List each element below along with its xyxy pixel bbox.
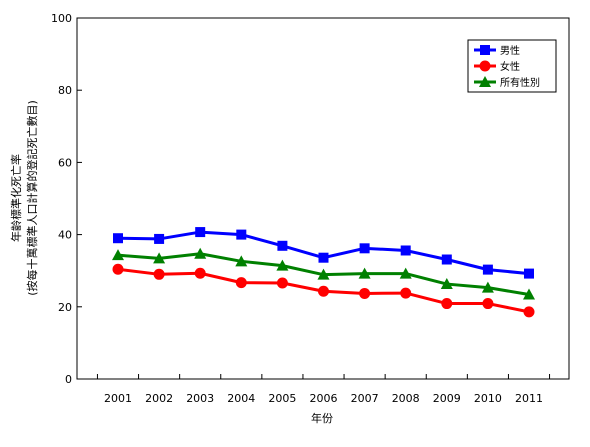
data-point [154,233,165,244]
legend-marker [479,76,491,87]
legend-marker [480,45,490,55]
data-point [235,277,247,289]
data-point [400,287,412,299]
series-layer [112,227,535,318]
data-point [276,277,288,289]
data-point [235,255,248,267]
legend-label: 所有性別 [500,76,540,89]
data-point [112,249,124,261]
data-point [481,281,494,293]
data-point [399,267,412,279]
y-tick-label: 80 [58,84,72,97]
y-axis-title-line-1: 年齡標準化死亡率 [9,154,23,242]
x-tick-label: 2001 [104,392,132,405]
data-point [153,252,166,264]
x-tick-label: 2011 [515,392,543,405]
data-point [400,245,411,256]
y-tick-labels: 0 20 40 60 80 100 [51,12,72,386]
legend-label: 女性 [500,60,520,73]
x-tick-label: 2002 [145,392,173,405]
data-point [194,267,206,279]
x-tick-label: 2010 [474,392,502,405]
x-tick-label: 2004 [227,392,255,405]
data-point [524,268,534,279]
data-point [317,268,330,280]
data-point [153,268,165,280]
data-point [440,278,453,290]
series-1 [113,227,534,279]
y-tick-label: 100 [51,12,72,25]
y-tick-label: 60 [58,156,72,169]
y-tick-label: 0 [65,373,72,386]
plot-frame [76,17,570,380]
data-point [276,259,289,271]
data-point [194,247,207,259]
legend-item: 女性 [474,60,520,73]
data-point [482,264,493,275]
data-point [318,252,329,263]
x-tick-label: 2009 [433,392,461,405]
series-2 [112,263,535,318]
data-point [523,288,535,300]
axes [76,17,570,380]
y-tick-label: 20 [58,301,72,314]
data-point [112,263,124,275]
x-tick-label: 2003 [186,392,214,405]
data-point [482,298,494,310]
data-point [523,306,535,318]
data-point [113,233,123,244]
data-point [359,287,371,299]
legend-item: 所有性別 [474,76,540,89]
y-axis-title-line-2: (按每十萬標準人口計算的登記死亡數目) [25,100,39,296]
x-tick-label: 2007 [351,392,379,405]
legend-label: 男性 [500,44,520,57]
data-point [195,227,206,238]
data-point [359,243,370,254]
x-tick-label: 2006 [310,392,338,405]
data-point [441,254,452,265]
x-tick-label: 2005 [268,392,296,405]
legend-marker [479,60,491,72]
x-tick-label: 2008 [392,392,420,405]
x-axis-title: 年份 [311,411,333,425]
x-tick-labels: 2001 2002 2003 2004 2005 2006 2007 2008 2009 2010… [104,392,543,405]
legend-item: 男性 [474,44,520,57]
data-point [318,285,329,297]
y-tick-label: 40 [58,229,72,242]
data-point [441,298,453,310]
data-point [236,229,247,240]
data-point [358,267,371,279]
data-point [277,240,288,251]
series-3 [112,247,535,300]
